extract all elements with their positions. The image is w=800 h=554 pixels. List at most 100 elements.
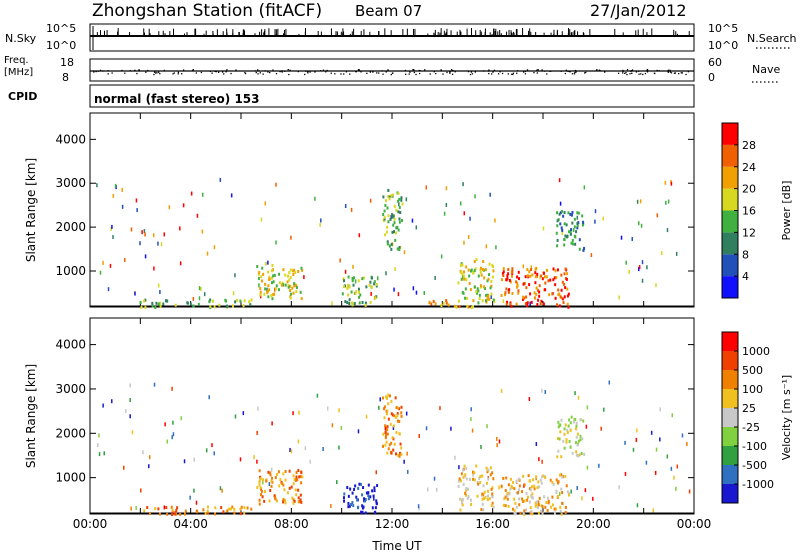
echo-cell [201,192,204,197]
echo-cell [338,408,340,413]
nave-point [442,73,444,75]
echo-cell [295,493,298,497]
echo-cell [154,507,157,511]
echo-cell [393,204,396,208]
nave-point [244,71,246,74]
echo-cell [131,430,134,435]
echo-cell [556,244,559,248]
echo-cell [392,425,395,430]
echo-cell [392,424,395,428]
nave-point [408,73,410,75]
echo-cell [539,302,542,306]
echo-cell [574,242,577,246]
echo-cell [382,432,385,436]
nave-point [325,71,327,73]
echo-cell [477,482,480,486]
nave-point [360,71,362,73]
echo-cell [259,286,262,290]
nave-point [147,69,149,72]
echo-cell [482,285,485,289]
echo-cell [500,278,503,282]
echo-cell [371,506,374,510]
echo-cell [304,446,307,451]
echo-cell [430,302,433,306]
nave-point [257,69,259,71]
echo-cell [282,498,285,502]
nave-point [516,70,519,72]
echo-cell [395,226,398,230]
echo-cell [535,442,538,447]
echo-cell [507,267,510,271]
echo-cell [525,286,528,290]
echo-cell [466,496,469,500]
echo-cell [576,226,579,230]
colorbar-swatch [722,232,738,255]
echo-cell [578,453,581,457]
echo-cell [461,263,464,267]
nave-point [622,72,624,74]
echo-cell [491,275,494,279]
nave-point [482,70,485,72]
colorbar-swatch [722,389,738,408]
echo-cell [398,420,401,424]
echo-cell [375,283,378,287]
echo-cell [552,278,555,282]
echo-cell [351,491,354,495]
echo-cell [506,300,509,304]
echo-cell [319,222,321,227]
echo-cell [564,267,567,271]
echo-cell [559,211,562,215]
nave-point [357,69,360,71]
echo-cell [295,475,298,479]
echo-cell [265,479,268,483]
echo-cell [264,282,267,286]
echo-cell [262,478,265,482]
power-panel: 1000 2000 3000 4000 Slant Range [km] [24,112,695,310]
echo-cell [582,248,585,252]
echo-cell [96,443,99,448]
nave-point [129,70,132,72]
echo-cell [506,497,509,501]
echo-cell [582,419,585,423]
echo-cell [286,491,289,495]
echo-cell [151,301,154,305]
echo-cell [467,494,470,498]
echo-cell [565,277,568,281]
echo-cell [570,415,573,419]
nave-point [306,71,309,73]
nave-point [225,71,227,73]
nave-point [546,73,548,75]
echo-cell [326,406,329,411]
nave-point [258,70,260,72]
echo-cell [531,492,534,496]
echo-cell [385,199,388,203]
nave-point [309,71,311,73]
echo-cell [165,299,168,303]
echo-cell [382,219,385,223]
echo-cell [513,487,516,491]
echo-cell [686,441,688,446]
echo-cell [365,285,368,289]
nave-point [211,72,213,74]
echo-cell [382,212,385,216]
echo-cell [207,511,210,515]
echo-cell [502,299,505,304]
echo-cell [561,297,564,301]
echo-cell [507,483,510,487]
echo-cell [445,186,448,191]
echo-cell [417,504,420,509]
echo-cell [396,406,399,410]
echo-cell [537,511,540,515]
echo-cell [386,451,389,455]
echo-cell [592,496,594,501]
echo-cell [386,225,389,229]
echo-cell [387,214,390,218]
echo-cell [159,304,162,308]
echo-cell [208,300,211,304]
echo-cell [508,492,511,496]
echo-cell [475,464,478,468]
echo-cell [466,304,469,308]
echo-cell [289,284,292,288]
colorbar-tick-label: -1000 [742,478,774,491]
echo-cell [563,427,566,431]
